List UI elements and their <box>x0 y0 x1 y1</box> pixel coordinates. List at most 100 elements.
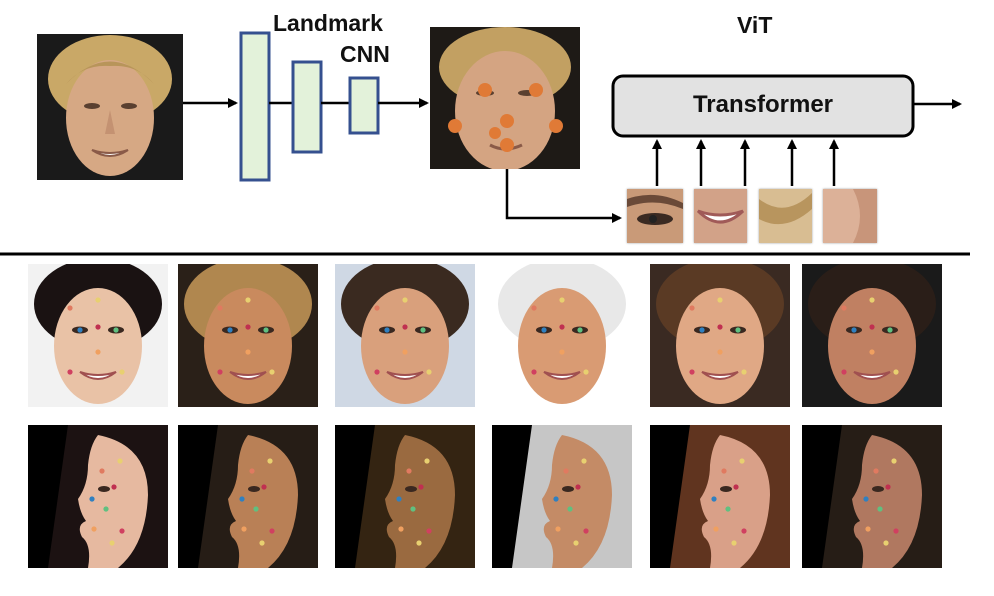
landmark-dot <box>877 506 883 512</box>
profile-face-julia-p <box>650 425 790 568</box>
landmark-dot <box>267 458 273 464</box>
landmark-dot <box>575 484 581 490</box>
hair-patch-image <box>759 189 812 243</box>
landmark-dot <box>99 468 105 474</box>
landmark-dot <box>239 496 245 502</box>
landmark-dot <box>553 496 559 502</box>
landmark-dot <box>689 305 695 311</box>
landmark-dot <box>555 526 561 532</box>
landmark-dot <box>89 496 95 502</box>
landmark-dot <box>253 506 259 512</box>
landmark-dot <box>851 327 857 333</box>
landmark-dot <box>396 496 402 502</box>
landmark-dot <box>217 305 223 311</box>
landmark-dot <box>245 324 251 330</box>
landmark-dot <box>410 506 416 512</box>
landmark-dot <box>863 496 869 502</box>
landmark-dot <box>531 369 537 375</box>
landmark-dot <box>227 327 233 333</box>
landmark-dot <box>269 369 275 375</box>
cnn-label-line2: CNN <box>340 41 390 67</box>
landmark-dot <box>261 484 267 490</box>
landmark-dot <box>733 484 739 490</box>
landmark-dot <box>869 297 875 303</box>
landmark-dot <box>402 349 408 355</box>
landmark-dot <box>119 369 125 375</box>
landmark-dot <box>713 526 719 532</box>
mouth-patch-image <box>694 189 747 243</box>
landmark-dot <box>893 528 899 534</box>
cnn-label-line1: Landmark <box>273 10 383 36</box>
landmark-dot <box>711 496 717 502</box>
landmark-dot <box>735 327 741 333</box>
frontal-face-carmen <box>178 264 318 407</box>
landmark-dot <box>109 540 115 546</box>
landmark-dot <box>241 526 247 532</box>
landmark-dot <box>865 526 871 532</box>
transformer-label: Transformer <box>692 91 834 118</box>
landmark-dot <box>577 327 583 333</box>
landmark-dot <box>541 327 547 333</box>
landmark-dot <box>841 369 847 375</box>
landmark-dot <box>249 468 255 474</box>
vit-label: ViT <box>737 12 773 38</box>
landmark-dot <box>217 369 223 375</box>
landmark-dot <box>689 369 695 375</box>
landmark-dot <box>384 327 390 333</box>
frontal-face-blake2 <box>802 264 942 407</box>
landmark-dot <box>731 540 737 546</box>
landmark-dot <box>883 540 889 546</box>
landmark-dot <box>424 458 430 464</box>
landmark-face-image <box>430 27 580 169</box>
landmark-dot <box>717 349 723 355</box>
arrow-landmarks-to-patches <box>505 168 622 223</box>
landmark-dot <box>725 506 731 512</box>
profile-face-carmen-p <box>178 425 318 568</box>
input-face-image <box>37 34 183 180</box>
cnn-block-3 <box>348 76 380 135</box>
profile-face-modi-p <box>492 425 632 568</box>
landmark-dot <box>426 528 432 534</box>
landmark-dot <box>559 297 565 303</box>
landmark-dot <box>717 297 723 303</box>
landmark-dot <box>398 526 404 532</box>
frontal-face-katy <box>28 264 168 407</box>
cnn-block-1 <box>239 31 271 182</box>
landmark-dot <box>117 458 123 464</box>
profile-face-blake-p <box>335 425 475 568</box>
landmark-dot <box>67 305 73 311</box>
landmark-dot <box>103 506 109 512</box>
transformer-box <box>611 74 915 138</box>
landmark-dot <box>559 349 565 355</box>
landmark-dot <box>583 369 589 375</box>
landmark-dot <box>402 297 408 303</box>
landmark-dot <box>581 458 587 464</box>
frontal-face-jennifer <box>650 264 790 407</box>
landmark-dot <box>559 324 565 330</box>
landmark-dot <box>402 324 408 330</box>
landmark-dot <box>418 484 424 490</box>
landmark-points <box>448 83 563 152</box>
landmark-dot <box>567 506 573 512</box>
landmark-dot <box>887 327 893 333</box>
landmark-dot <box>531 305 537 311</box>
landmark-dot <box>426 369 432 375</box>
cnn-block-2 <box>291 60 323 154</box>
landmark-dot <box>374 305 380 311</box>
landmark-dot <box>741 369 747 375</box>
profile-face-blake-p2 <box>802 425 942 568</box>
landmark-dot <box>119 528 125 534</box>
frontal-face-modi <box>492 264 632 407</box>
cheek-patch-image <box>823 189 877 243</box>
profile-face-katy-p <box>28 425 168 568</box>
landmark-dot <box>95 297 101 303</box>
landmark-dot <box>245 297 251 303</box>
landmark-dot <box>739 458 745 464</box>
landmark-dot <box>111 484 117 490</box>
frontal-face-blake <box>335 264 475 407</box>
landmark-dot <box>416 540 422 546</box>
landmark-dot <box>841 305 847 311</box>
landmark-dot <box>420 327 426 333</box>
landmark-dot <box>583 528 589 534</box>
